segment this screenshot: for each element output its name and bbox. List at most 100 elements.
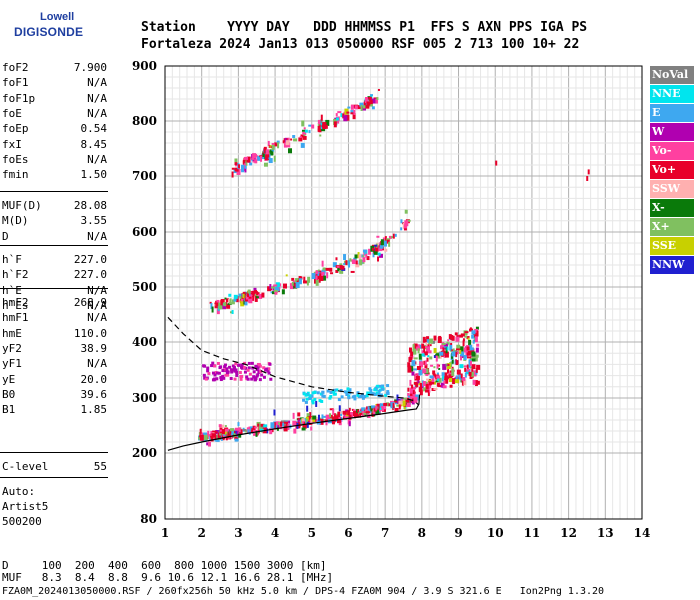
echo-point <box>339 269 344 274</box>
echo-point <box>338 405 341 412</box>
echo-point <box>454 379 459 384</box>
echo-point <box>308 130 311 134</box>
echo-point <box>424 360 427 366</box>
x-tick-label: 5 <box>308 526 316 540</box>
echo-point <box>250 361 254 365</box>
echo-point <box>436 363 439 369</box>
echo-point <box>326 389 330 393</box>
echo-point <box>275 421 280 426</box>
echo-point <box>381 384 385 388</box>
echo-point <box>386 384 390 388</box>
echo-point <box>412 348 417 355</box>
param-name: h`E <box>2 283 22 297</box>
param-name: B1 <box>2 403 16 417</box>
echo-point <box>438 335 442 340</box>
echo-point <box>263 146 267 150</box>
echo-point <box>443 355 446 358</box>
echo-point <box>375 405 378 411</box>
echo-point <box>265 151 270 158</box>
echo-point <box>455 376 458 380</box>
echo-point <box>428 379 433 383</box>
echo-point <box>207 441 211 447</box>
echo-point <box>233 298 237 302</box>
echo-point <box>255 368 259 372</box>
echo-point <box>406 219 411 222</box>
echo-point <box>268 154 271 160</box>
echo-point <box>329 395 333 399</box>
echo-point <box>253 378 257 382</box>
echo-point <box>250 377 254 381</box>
echo-point <box>295 282 300 289</box>
echo-point <box>267 367 271 371</box>
echo-point <box>407 393 410 397</box>
echo-point <box>386 239 390 244</box>
echo-point <box>587 169 590 175</box>
echo-point <box>373 393 377 397</box>
legend-item-ssw: SSW <box>650 180 694 198</box>
echo-point <box>437 337 442 344</box>
echo-point <box>426 345 431 352</box>
echo-point <box>342 113 345 119</box>
echo-point <box>325 419 328 426</box>
echo-point <box>325 124 328 129</box>
echo-point <box>329 267 333 272</box>
echo-point <box>321 390 325 394</box>
y-tick-label: 900 <box>132 59 157 73</box>
param-name: h`F <box>2 253 22 266</box>
echo-point <box>285 140 290 146</box>
echo-point <box>213 364 217 368</box>
y-tick-label: 600 <box>132 225 157 239</box>
echo-point <box>267 371 271 375</box>
echo-point <box>436 375 441 379</box>
echo-point <box>341 411 344 414</box>
echo-point <box>466 356 471 359</box>
echo-point <box>386 238 391 241</box>
echo-point <box>384 236 387 243</box>
echo-point <box>425 342 428 346</box>
echo-point <box>446 363 451 370</box>
echo-point <box>255 296 259 299</box>
echo-point <box>206 442 210 446</box>
echo-point <box>221 374 225 378</box>
echo-point <box>301 418 305 422</box>
echo-point <box>369 100 373 105</box>
echo-point <box>439 351 444 356</box>
echo-point <box>243 156 248 160</box>
echo-point <box>245 375 249 379</box>
echo-point <box>344 414 349 419</box>
echo-point <box>416 346 419 350</box>
echo-point <box>213 377 217 381</box>
echo-point <box>441 372 445 377</box>
echo-point <box>449 344 453 351</box>
echo-point <box>252 375 256 379</box>
echo-point <box>421 353 425 357</box>
echo-point <box>306 421 309 428</box>
echo-point <box>321 260 324 267</box>
x-tick-label: 6 <box>344 526 352 540</box>
param-yf1: yF1 N/A <box>2 357 107 371</box>
echo-point <box>352 409 356 412</box>
echo-point <box>470 355 473 358</box>
echo-point <box>213 373 217 377</box>
echo-point <box>274 291 278 295</box>
echo-point <box>461 379 464 386</box>
echo-point <box>419 389 423 396</box>
echo-point <box>269 284 272 290</box>
echo-point <box>320 114 323 121</box>
echo-point <box>378 384 382 388</box>
echo-point <box>388 235 392 239</box>
legend-item-x-: X+ <box>650 218 694 236</box>
echo-point <box>297 418 301 423</box>
echo-point <box>402 400 406 407</box>
echo-point <box>411 386 416 393</box>
param-value: 38.9 <box>80 341 108 355</box>
echo-point <box>441 376 444 382</box>
echo-point <box>330 416 333 420</box>
echo-point <box>357 409 360 413</box>
echo-point <box>322 267 326 271</box>
echo-point <box>247 361 251 365</box>
param-name: foEp <box>2 122 29 136</box>
param-name: D <box>2 229 9 243</box>
echo-point <box>351 259 356 263</box>
echo-point <box>427 350 432 354</box>
